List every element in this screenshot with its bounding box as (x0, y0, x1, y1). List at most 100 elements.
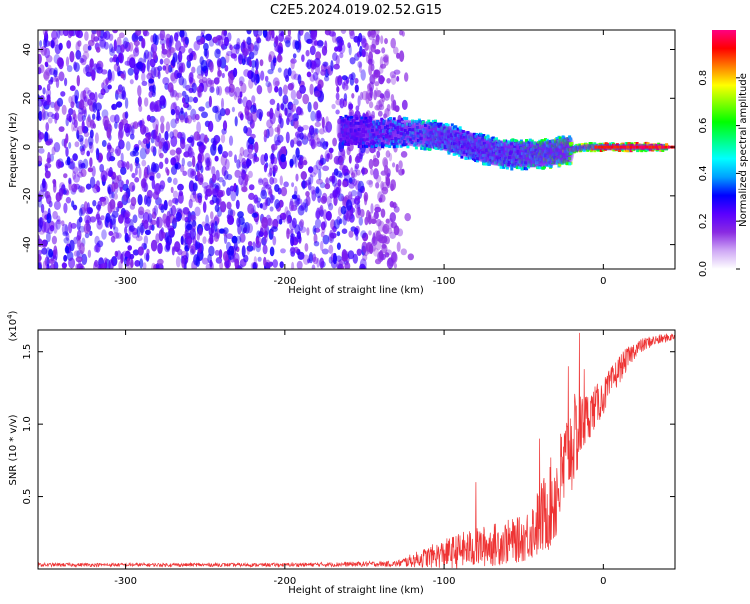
spectrogram-noise-blob (76, 229, 82, 241)
spectrogram-noise-blob (308, 125, 315, 136)
spectrogram-noise-blob (228, 73, 234, 86)
spectrogram-ridge-cell (418, 120, 422, 124)
spectrogram-noise-blob (336, 242, 341, 250)
spectrogram-noise-blob (254, 141, 259, 154)
spectrogram-noise-blob (91, 69, 96, 81)
spectrogram-noise-blob (376, 150, 381, 159)
spectrogram-noise-blob (95, 213, 101, 220)
spectrogram-noise-blob (310, 186, 316, 195)
spectrogram-y-tick-label: 40 (22, 43, 33, 56)
spectrogram-noise-blob (70, 101, 75, 109)
spectrogram-noise-blob (191, 243, 196, 255)
spectrogram-ridge-cell (543, 140, 547, 144)
spectrogram-noise-blob (376, 218, 382, 227)
spectrogram-noise-blob (176, 92, 183, 98)
spectrogram-ridge-cell (549, 155, 553, 159)
spectrogram-noise-blob (73, 250, 81, 257)
spectrogram-noise-blob (132, 214, 138, 224)
spectrogram-ridge-cell (515, 157, 518, 161)
spectrogram-noise-blob (271, 226, 278, 233)
spectrogram-noise-blob (312, 253, 317, 263)
spectrogram-noise-blob (268, 54, 272, 63)
spectrogram-noise-blob (329, 31, 336, 37)
spectrogram-noise-blob (98, 92, 104, 100)
spectrogram-ridge-cell (488, 138, 492, 142)
spectrogram-noise-blob (134, 45, 139, 53)
spectrogram-ridge-cell (341, 142, 345, 146)
spectrogram-noise-blob (314, 218, 322, 229)
spectrogram-noise-blob (265, 259, 271, 269)
spectrogram-noise-blob (382, 223, 390, 235)
spectrogram-noise-blob (68, 221, 73, 234)
spectrogram-noise-blob (150, 145, 155, 153)
spectrogram-noise-blob (310, 60, 317, 70)
spectrogram-noise-blob (235, 199, 240, 210)
spectrogram-noise-blob (336, 186, 342, 195)
spectrogram-ridge-cell (342, 140, 346, 144)
spectrogram-noise-blob (182, 97, 186, 104)
spectrogram-ridge-cell (428, 147, 432, 151)
spectrogram-noise-blob (253, 40, 260, 52)
spectrogram-noise-blob (167, 176, 172, 183)
spectrogram-noise-blob (82, 43, 90, 54)
spectrogram-ridge-cell (546, 141, 550, 145)
spectrogram-noise-blob (197, 153, 202, 163)
spectrogram-ridge-cell (400, 127, 404, 131)
spectrogram-noise-blob (349, 57, 356, 65)
spectrogram-noise-blob (375, 182, 380, 189)
spectrogram-noise-blob (73, 119, 78, 128)
spectrogram-ridge-cell (459, 142, 463, 146)
spectrogram-noise-blob (294, 197, 300, 208)
spectrogram-noise-blob (187, 161, 193, 167)
spectrogram-ridge-cell (536, 145, 539, 149)
spectrogram-ridge-cell (542, 157, 546, 161)
spectrogram-ridge-cell (347, 143, 351, 146)
spectrogram-ridge-cell (446, 145, 450, 149)
spectrogram-noise-blob (187, 96, 194, 103)
spectrogram-ridge-cell (402, 116, 406, 120)
spectrogram-noise-blob (240, 82, 247, 94)
spectrogram-noise-blob (278, 33, 285, 42)
colorbar-strip (712, 30, 736, 269)
spectrogram-noise-blob (132, 147, 138, 154)
spectrogram-noise-blob (100, 69, 108, 75)
spectrogram-noise-blob (248, 184, 255, 191)
spectrogram-ridge-cell (491, 136, 495, 140)
spectrogram-noise-blob (207, 120, 214, 132)
spectrogram-noise-blob (108, 147, 115, 154)
spectrogram-ridge-cell (427, 134, 431, 138)
spectrogram-ridge-cell (352, 119, 356, 123)
spectrogram-noise-blob (257, 256, 262, 262)
spectrogram-noise-blob (362, 254, 368, 261)
spectrogram-ridge-cell (398, 119, 402, 123)
spectrogram-noise-blob (127, 262, 132, 269)
spectrogram-ridge-cell (444, 138, 448, 142)
spectrogram-noise-blob (359, 151, 363, 160)
spectrogram-noise-blob (208, 95, 212, 108)
spectrogram-noise-blob (280, 248, 286, 254)
spectrogram-noise-blob (289, 220, 296, 231)
spectrogram-x-tick-label: 0 (600, 276, 606, 287)
spectrogram-ridge-cell (604, 147, 607, 151)
spectrogram-ridge-cell (518, 157, 522, 161)
spectrogram-noise-blob (147, 213, 153, 223)
spectrogram-ridge-cell (376, 120, 380, 123)
spectrogram-noise-blob (71, 200, 75, 208)
spectrogram-noise-blob (243, 125, 248, 134)
spectrogram-noise-blob (258, 177, 263, 183)
spectrogram-noise-blob (40, 203, 45, 214)
spectrogram-noise-blob (151, 211, 157, 219)
spectrogram-noise-blob (312, 132, 319, 141)
snr-y-scale: (x104) (6, 310, 19, 341)
spectrogram-noise-blob (139, 258, 144, 269)
spectrogram-noise-blob (399, 50, 405, 62)
spectrogram-noise-blob (300, 171, 307, 180)
spectrogram-noise-blob (111, 104, 115, 111)
spectrogram-ridge-cell (380, 129, 384, 133)
spectrogram-ridge-cell (360, 140, 363, 143)
spectrogram-noise-blob (226, 187, 231, 197)
spectrogram-noise-blob (306, 227, 310, 236)
spectrogram-noise-blob (76, 171, 84, 178)
spectrogram-noise-blob (393, 46, 399, 55)
spectrogram-noise-blob (296, 260, 303, 269)
